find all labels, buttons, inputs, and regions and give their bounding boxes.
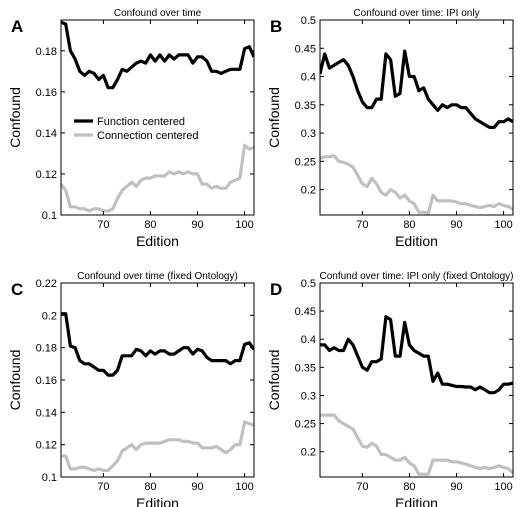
y-tick-label: 0.45 xyxy=(295,43,316,55)
x-tick-label: 90 xyxy=(191,481,203,493)
x-tick-label: 90 xyxy=(191,219,203,231)
x-tick-label: 100 xyxy=(235,481,253,493)
y-tick-label: 0.35 xyxy=(295,100,316,112)
y-tick-label: 0.14 xyxy=(36,407,57,419)
panel-letter: D xyxy=(270,280,282,299)
x-tick-label: 100 xyxy=(494,219,512,231)
y-tick-label: 0.1 xyxy=(42,472,57,484)
x-tick-label: 90 xyxy=(450,481,462,493)
x-tick-label: 70 xyxy=(97,219,109,231)
chart-title: Confound over time xyxy=(114,8,202,19)
y-tick-label: 0.2 xyxy=(301,185,316,197)
y-axis-label: Confound xyxy=(7,87,23,148)
y-tick-label: 0.4 xyxy=(301,72,316,84)
legend-label: Function centered xyxy=(97,116,185,128)
y-tick-label: 0.5 xyxy=(301,15,316,27)
y-tick-label: 0.2 xyxy=(42,310,57,322)
series-line-function-centered xyxy=(61,312,254,377)
y-tick-label: 0.22 xyxy=(36,278,57,290)
series-line-function-centered xyxy=(320,49,513,130)
chart-title: Confound over time: IPI only xyxy=(353,8,479,19)
x-tick-label: 70 xyxy=(356,481,368,493)
chart-title: Confound over time (fixed Ontology) xyxy=(77,271,238,282)
series-line-function-centered xyxy=(320,315,513,395)
y-axis-label: Confound xyxy=(266,350,282,411)
y-tick-label: 0.3 xyxy=(301,390,316,402)
y-axis-label: Confound xyxy=(7,350,23,411)
legend-label: Connection centered xyxy=(97,130,199,142)
y-tick-label: 0.18 xyxy=(36,343,57,355)
x-axis-label: Edition xyxy=(136,495,179,507)
y-tick-label: 0.35 xyxy=(295,362,316,374)
x-tick-label: 90 xyxy=(450,219,462,231)
y-tick-label: 0.12 xyxy=(36,169,57,181)
series-line-connection-centered xyxy=(320,413,513,476)
x-tick-label: 70 xyxy=(97,481,109,493)
series-line-connection-centered xyxy=(320,154,513,215)
chart-title: Confund over time: IPI only (fixed Ontol… xyxy=(320,271,514,282)
y-tick-label: 0.16 xyxy=(36,375,57,387)
plot-frame xyxy=(60,19,255,216)
y-tick-label: 0.4 xyxy=(301,334,316,346)
y-tick-label: 0.2 xyxy=(301,447,316,459)
y-tick-label: 0.5 xyxy=(301,278,316,290)
series-line-connection-centered xyxy=(61,420,254,473)
series-line-connection-centered xyxy=(61,143,254,213)
panel-b: B Confound over time: IPI only 70 80 90 100 0.… xyxy=(266,8,514,249)
y-axis-label: Confound xyxy=(266,87,282,148)
y-tick-label: 0.1 xyxy=(42,210,57,222)
x-tick-label: 80 xyxy=(403,481,415,493)
x-tick-label: 80 xyxy=(144,481,156,493)
plot-frame xyxy=(60,282,255,478)
y-tick-label: 0.16 xyxy=(36,87,57,99)
y-tick-label: 0.12 xyxy=(36,440,57,452)
y-tick-label: 0.25 xyxy=(295,156,316,168)
x-tick-label: 100 xyxy=(235,219,253,231)
y-tick-label: 0.3 xyxy=(301,128,316,140)
x-tick-label: 70 xyxy=(356,219,368,231)
x-axis-label: Edition xyxy=(395,495,438,507)
panel-letter: C xyxy=(11,280,23,299)
x-tick-label: 100 xyxy=(494,481,512,493)
plot-frame xyxy=(319,282,514,478)
plot-frame xyxy=(319,19,514,216)
x-tick-label: 80 xyxy=(144,219,156,231)
panel-letter: A xyxy=(11,17,23,36)
y-tick-label: 0.25 xyxy=(295,419,316,431)
y-tick-label: 0.18 xyxy=(36,46,57,58)
legend: Function centered Connection centered xyxy=(74,116,199,142)
x-tick-label: 80 xyxy=(403,219,415,231)
panel-a: A Confound over time 70 80 90 100 0.1 0.12 0.14 0… xyxy=(7,8,255,249)
panel-letter: B xyxy=(270,17,282,36)
series-line-function-centered xyxy=(61,20,254,90)
panel-d: D Confund over time: IPI only (fixed Onto… xyxy=(266,271,514,507)
y-tick-label: 0.45 xyxy=(295,306,316,318)
panel-c: C Confound over time (fixed Ontology) 70 80… xyxy=(7,271,255,507)
x-axis-label: Edition xyxy=(136,233,179,249)
x-axis-label: Edition xyxy=(395,233,438,249)
y-tick-label: 0.14 xyxy=(36,128,57,140)
